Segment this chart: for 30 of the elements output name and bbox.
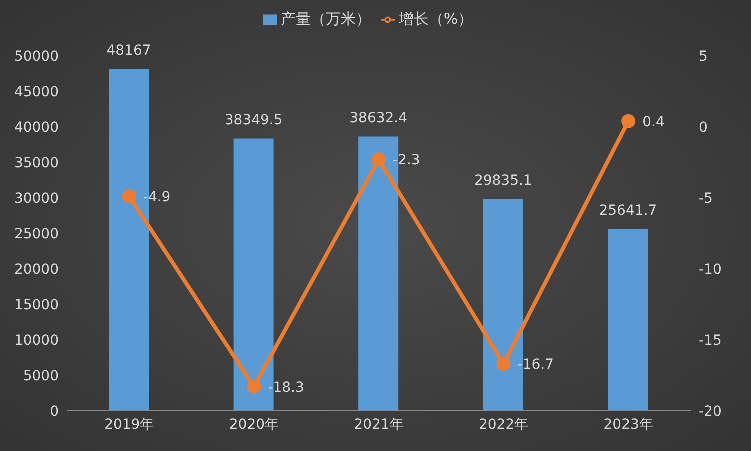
legend-label: 增长（%） <box>398 10 474 28</box>
y-tick-label: 40000 <box>14 120 59 136</box>
data-label: 48167 <box>106 43 152 60</box>
legend-label: 产量（万米） <box>280 10 371 28</box>
data-label: 25641.7 <box>599 202 658 219</box>
y-tick-label: 15000 <box>14 297 59 314</box>
y2-tick-label: 0 <box>699 120 708 136</box>
y2-tick-label: -20 <box>699 404 722 420</box>
data-label: 38632.4 <box>350 110 408 127</box>
y-tick-label: 45000 <box>14 84 59 100</box>
y2-tick-label: 5 <box>699 48 708 65</box>
y-tick-label: 30000 <box>14 190 59 207</box>
y-tick-label: 25000 <box>14 226 59 242</box>
x-tick-label: 2023年 <box>604 416 654 433</box>
y-tick-label: 0 <box>50 404 59 420</box>
y-tick-label: 5000 <box>23 368 59 384</box>
y2-tick-label: -5 <box>699 190 713 207</box>
x-tick-label: 2020年 <box>229 416 280 433</box>
y-tick-label: 10000 <box>14 332 59 349</box>
y-tick-label: 20000 <box>14 262 59 278</box>
y-tick-label: 35000 <box>14 155 59 172</box>
y-tick-label: 50000 <box>14 48 59 65</box>
x-tick-label: 2021年 <box>354 416 404 433</box>
data-label: 0.4 <box>642 114 665 130</box>
y2-tick-label: -10 <box>699 262 722 278</box>
data-label: 29835.1 <box>474 173 532 190</box>
y2-tick-label: -15 <box>699 332 722 349</box>
x-tick-label: 2022年 <box>478 416 529 433</box>
x-tick-label: 2019年 <box>104 416 154 433</box>
data-label: 38349.5 <box>224 112 283 129</box>
